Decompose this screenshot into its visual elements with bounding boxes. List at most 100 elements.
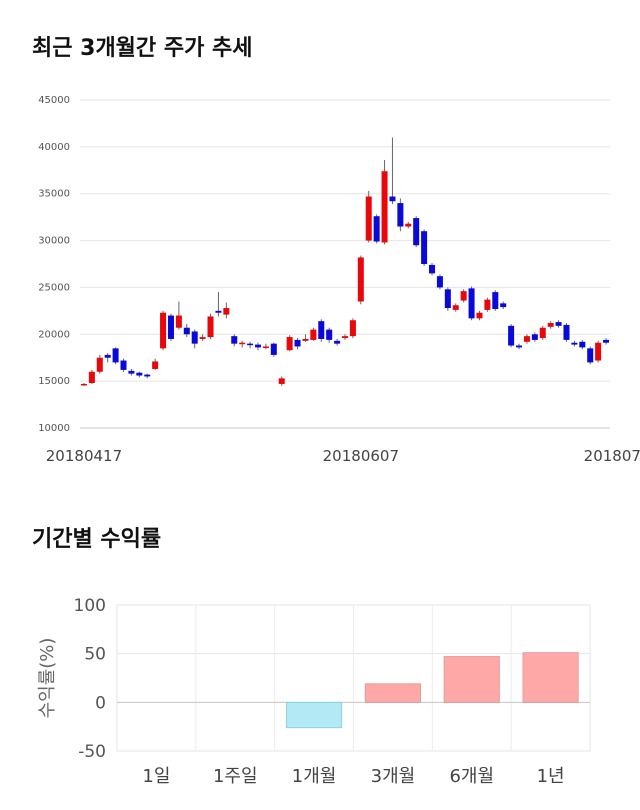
- candle-body: [547, 323, 554, 327]
- candle: [128, 368, 135, 376]
- candle: [444, 287, 451, 311]
- candle-body: [444, 289, 451, 309]
- candle: [104, 353, 111, 363]
- candle-body: [523, 336, 530, 342]
- candle-body: [207, 316, 214, 338]
- category-label: 6개월: [449, 766, 494, 787]
- candle: [349, 318, 356, 339]
- candle: [563, 323, 570, 342]
- candle-body: [239, 342, 246, 345]
- candle-body: [318, 321, 325, 339]
- candle: [365, 190, 372, 243]
- candle: [231, 334, 238, 347]
- candle: [191, 329, 198, 349]
- candle: [555, 320, 562, 328]
- candle-body: [231, 336, 238, 344]
- y-tick-label: -50: [78, 742, 106, 762]
- candle-body: [381, 171, 388, 243]
- candle-body: [270, 343, 277, 355]
- category-label: 3개월: [371, 766, 416, 787]
- candle: [579, 339, 586, 350]
- candle: [302, 334, 309, 342]
- candle-body: [80, 383, 87, 386]
- category-label: 1개월: [292, 766, 337, 787]
- candle-body: [468, 288, 475, 319]
- candle: [207, 313, 214, 339]
- candle-body: [310, 329, 317, 340]
- y-tick-label: 40000: [38, 142, 70, 153]
- candle-body: [397, 203, 404, 227]
- candle: [413, 216, 420, 248]
- candle: [183, 323, 190, 338]
- candle-body: [365, 196, 372, 241]
- candle-body: [199, 337, 206, 339]
- candle-body: [508, 325, 515, 346]
- candle-body: [191, 331, 198, 344]
- candle-body: [484, 299, 491, 310]
- candle: [152, 358, 159, 370]
- candle-body: [223, 308, 230, 315]
- candle-body: [460, 291, 467, 301]
- candle: [389, 137, 396, 205]
- candle: [215, 292, 222, 317]
- candle: [492, 290, 499, 311]
- candle-body: [136, 372, 143, 376]
- y-tick-label: 20000: [38, 329, 70, 340]
- candle-body: [595, 342, 602, 361]
- candle-body: [112, 348, 119, 363]
- candle-body: [555, 322, 562, 326]
- candle-body: [587, 348, 594, 363]
- candle: [421, 229, 428, 266]
- candle-body: [160, 312, 167, 349]
- candle: [595, 340, 602, 363]
- x-tick-label: 20180417: [46, 447, 122, 465]
- y-tick-label: 50: [84, 645, 106, 665]
- candle-body: [144, 374, 151, 377]
- return-bar: [522, 652, 579, 703]
- candle-body: [429, 264, 436, 274]
- category-label: 1주일: [213, 766, 258, 787]
- candle: [112, 347, 119, 365]
- candle: [136, 371, 143, 378]
- return-bar: [285, 701, 343, 729]
- candle: [334, 338, 341, 346]
- candle: [460, 289, 467, 303]
- candle: [175, 301, 182, 330]
- y-tick-label: 25000: [38, 282, 70, 293]
- candle: [357, 255, 364, 305]
- candle: [516, 343, 523, 350]
- candle: [88, 369, 95, 384]
- candle-body: [405, 223, 412, 227]
- candle-body: [167, 315, 174, 339]
- candle: [239, 340, 246, 348]
- candle: [397, 198, 404, 232]
- candle-body: [294, 339, 301, 347]
- candle: [294, 338, 301, 350]
- candle: [278, 376, 285, 386]
- candle: [571, 340, 578, 347]
- candle: [539, 325, 546, 340]
- y-tick-label: 35000: [38, 189, 70, 200]
- y-axis-label: 수익률(%): [37, 638, 58, 719]
- candle: [223, 302, 230, 319]
- candle: [476, 310, 483, 321]
- candle: [531, 332, 538, 342]
- y-tick-label: 30000: [38, 236, 70, 247]
- candle-body: [334, 340, 341, 344]
- y-tick-label: 0: [95, 693, 106, 713]
- candle: [500, 301, 507, 309]
- candle-body: [476, 312, 483, 319]
- candle-body: [254, 344, 261, 348]
- candle-body: [96, 357, 103, 372]
- candle-body: [286, 337, 293, 351]
- returns-title: 기간별 수익률: [32, 527, 162, 552]
- candle-body: [571, 342, 578, 345]
- candle: [254, 342, 261, 351]
- candle-body: [247, 343, 254, 346]
- candle: [262, 343, 269, 350]
- candle-body: [357, 257, 364, 302]
- candlestick-chart: 10000 15000 20000 25000 30000 35000 40000 45000…: [38, 95, 640, 465]
- candle-body: [421, 231, 428, 264]
- candle: [326, 327, 333, 343]
- return-bar: [443, 656, 500, 703]
